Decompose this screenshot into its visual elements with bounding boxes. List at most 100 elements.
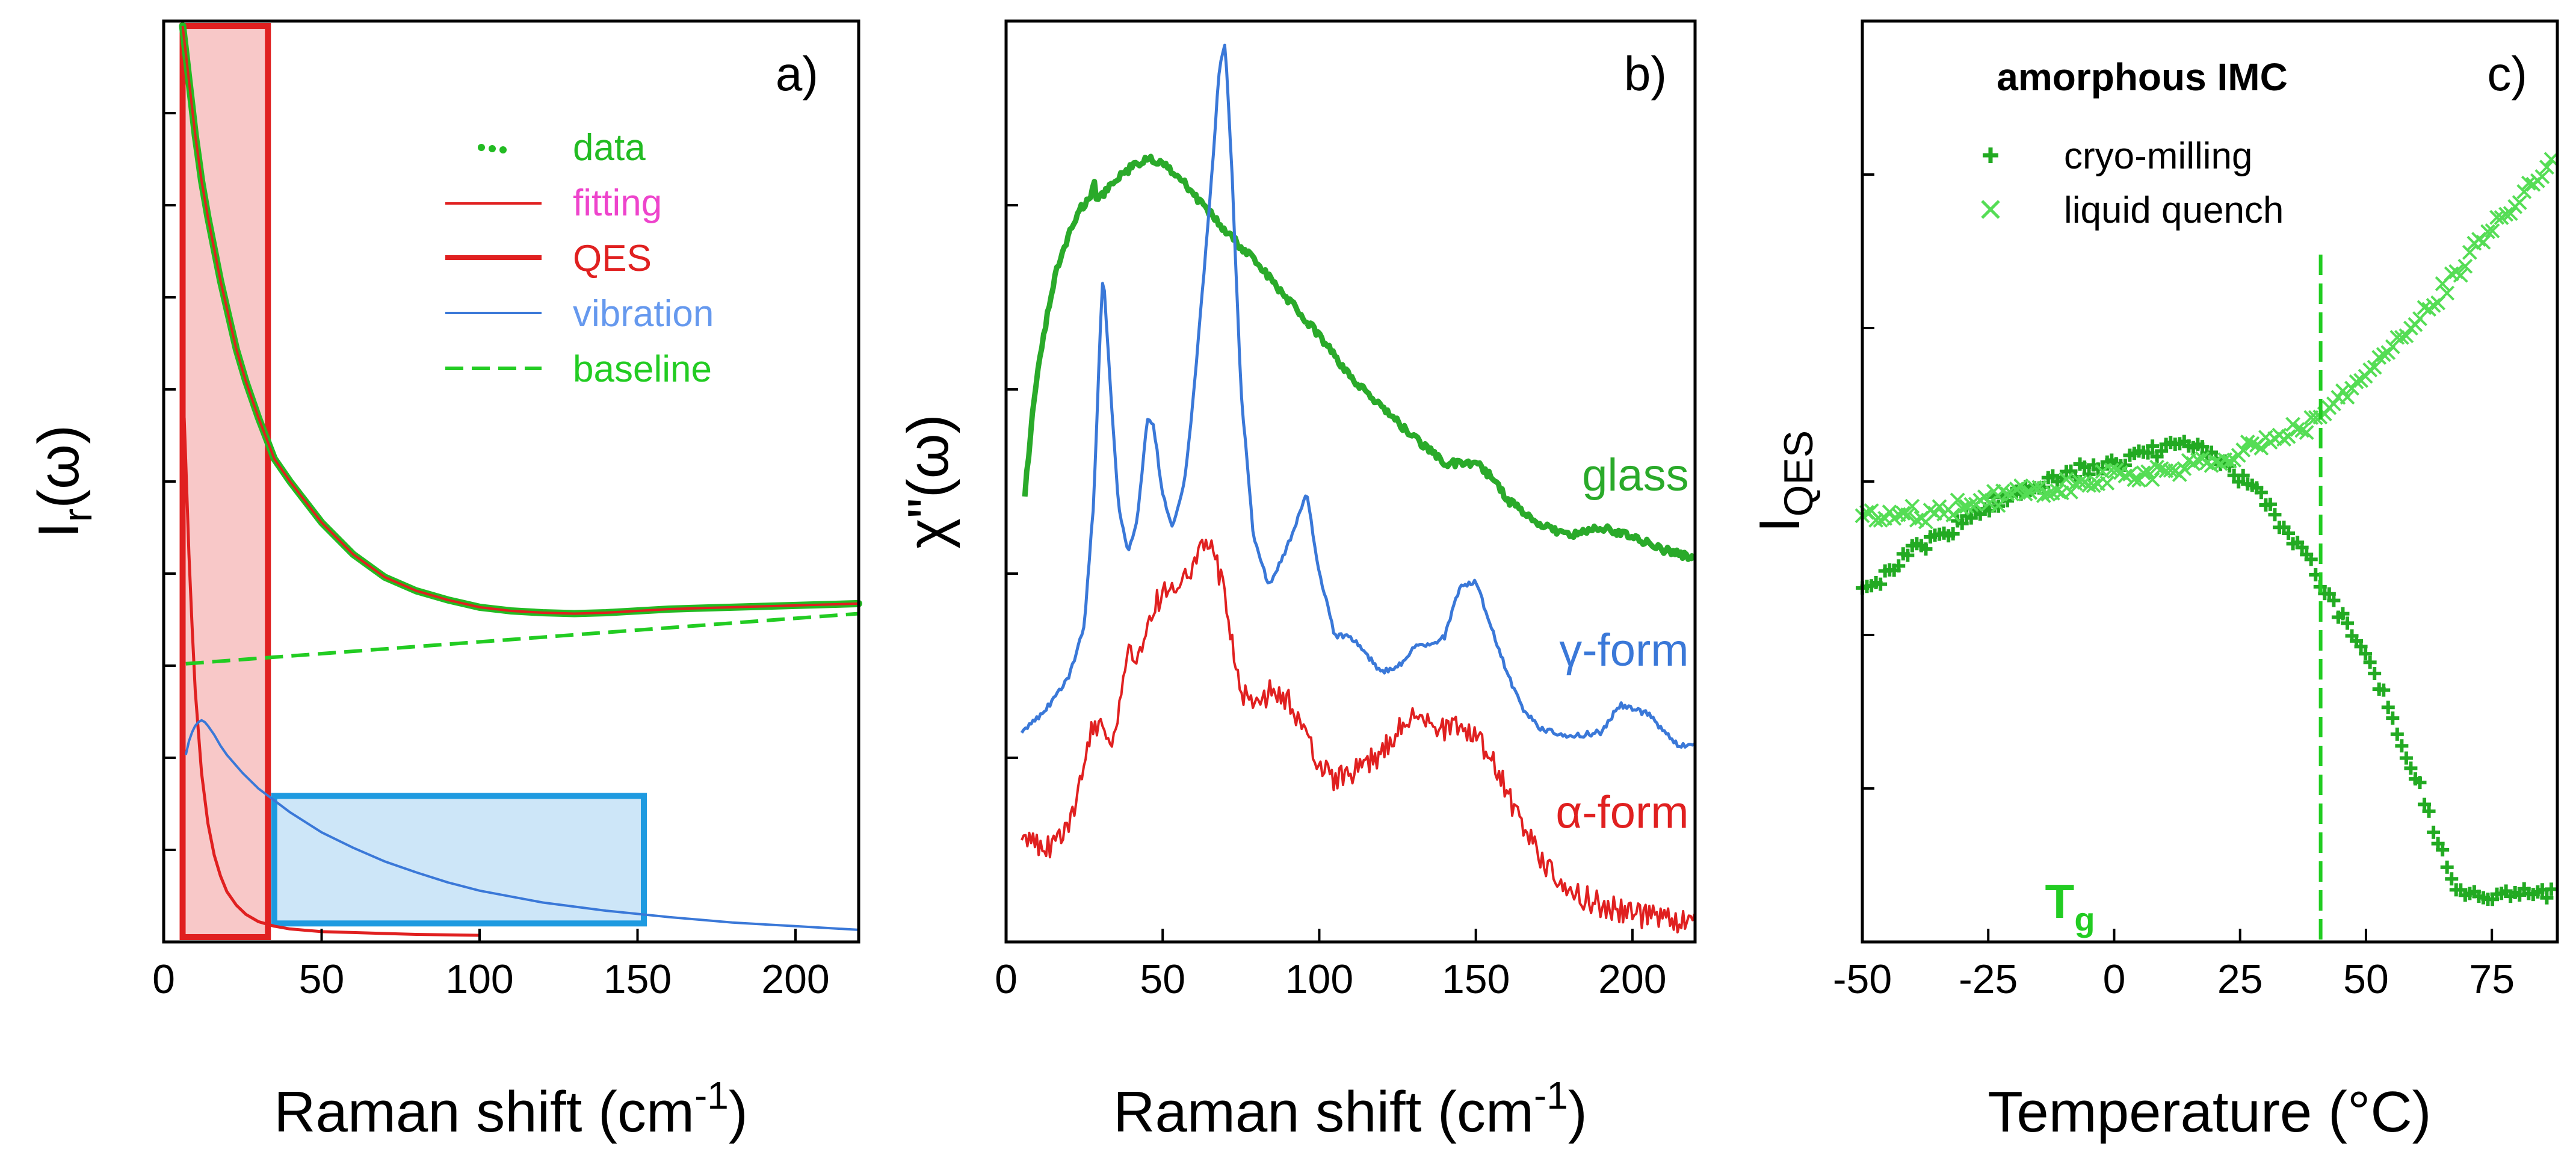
a-vibration-region	[271, 793, 647, 927]
c-marker	[2422, 804, 2436, 818]
c-marker	[1954, 501, 1970, 516]
c-marker	[2418, 797, 2432, 811]
b-x-tick-label: 100	[1285, 956, 1353, 1002]
c-marker	[2236, 468, 2250, 482]
c-marker	[2340, 616, 2354, 630]
a-legend-data-marker	[478, 144, 507, 153]
c-marker	[2354, 640, 2368, 654]
c-x-axis-title: Temperature (°C)	[1988, 1080, 2431, 1144]
c-marker	[2395, 739, 2409, 753]
c-marker	[2417, 300, 2432, 315]
c-marker	[2099, 475, 2115, 491]
a-legend-fitting: fitting	[573, 182, 662, 224]
c-marker	[2539, 159, 2554, 175]
c-marker	[2235, 442, 2251, 457]
c-marker	[2390, 727, 2404, 741]
c-marker	[1919, 542, 1933, 556]
c-marker	[2268, 508, 2282, 522]
c-marker	[1964, 511, 1978, 525]
c-marker	[2059, 471, 2074, 487]
c-legend-quench-marker	[1981, 200, 2000, 219]
c-marker	[2072, 474, 2087, 490]
c-marker	[1950, 492, 1965, 508]
c-marker	[1904, 498, 1920, 514]
c-marker	[2480, 224, 2495, 240]
a-x-tick-label: 200	[761, 956, 829, 1002]
b-label-alpha-form: α-form	[1555, 787, 1688, 838]
c-marker	[2253, 441, 2269, 456]
panel-b: 0 50 100 150 200 b) glass γ-form α-form Raman …	[896, 19, 1697, 1144]
b-x-tick-label: 200	[1598, 956, 1666, 1002]
a-qes-region	[179, 23, 271, 940]
c-marker	[2282, 526, 2296, 540]
c-marker	[2136, 465, 2151, 481]
c-marker	[2254, 486, 2268, 500]
c-marker	[2295, 540, 2309, 554]
c-marker	[2104, 462, 2119, 478]
c-marker	[2377, 683, 2391, 697]
c-marker	[2155, 444, 2169, 458]
c-series-cryo-milling	[1856, 435, 2558, 906]
c-marker	[2031, 480, 2047, 495]
c-marker	[1932, 499, 1947, 515]
b-label-gamma-form: γ-form	[1559, 625, 1688, 676]
c-x-tick-label: 25	[2217, 956, 2263, 1002]
a-series-vibration	[184, 719, 859, 931]
b-x-axis-title: Raman shift (cm-1)	[1113, 1074, 1587, 1144]
a-x-tick-label: 100	[445, 956, 513, 1002]
c-panel-label: c)	[2487, 47, 2527, 101]
a-series-fitting	[181, 25, 859, 615]
c-marker	[2540, 891, 2554, 905]
c-marker	[2436, 843, 2450, 856]
c-x-tick-label: -50	[1833, 956, 1892, 1002]
c-y-axis-title: IQES	[1747, 430, 1821, 533]
c-marker	[2244, 436, 2260, 451]
c-marker	[2078, 460, 2092, 474]
c-legend-cryo-marker	[1983, 147, 1998, 163]
a-x-tick-label: 0	[152, 956, 175, 1002]
a-x-axis-title: Raman shift (cm-1)	[274, 1074, 748, 1144]
a-panel-label: a)	[776, 47, 818, 101]
c-marker	[2222, 453, 2237, 469]
c-marker	[1882, 504, 1897, 520]
c-marker	[2149, 459, 2165, 475]
c-marker	[2140, 464, 2155, 480]
c-marker	[1900, 507, 1915, 522]
c-marker	[2362, 362, 2378, 378]
c-marker	[2381, 701, 2395, 714]
b-label-glass: glass	[1582, 450, 1688, 501]
c-marker	[1945, 507, 1961, 523]
b-series-gamma-form	[1020, 43, 1696, 749]
c-marker	[2367, 359, 2382, 375]
c-marker	[2336, 607, 2350, 621]
c-marker	[2176, 461, 2192, 477]
b-plot-frame	[1004, 19, 1697, 944]
c-tg-label: Tg	[2045, 875, 2095, 938]
c-marker	[2240, 435, 2255, 450]
c-ticks: -50 -25 0 25 50 75	[1833, 20, 2515, 1002]
c-marker	[2386, 711, 2400, 725]
c-marker	[2439, 285, 2455, 301]
c-x-tick-label: -25	[1959, 956, 2018, 1002]
c-marker	[2413, 776, 2427, 790]
a-regions	[179, 23, 647, 940]
a-legend: data fitting QES vibration baseline	[445, 127, 714, 390]
c-x-tick-label: 50	[2343, 956, 2389, 1002]
a-x-tick-label: 50	[299, 956, 345, 1002]
c-marker	[2263, 497, 2277, 511]
c-marker	[2163, 462, 2178, 478]
c-marker	[1892, 559, 1906, 573]
c-marker	[2327, 593, 2341, 607]
c-marker	[1963, 497, 1979, 512]
c-marker	[2281, 429, 2296, 444]
c-marker	[2516, 184, 2532, 199]
c-marker	[2018, 486, 2033, 502]
b-y-axis-title: χ"(ω)	[896, 414, 960, 548]
b-panel-label: b)	[1624, 47, 1667, 101]
c-x-tick-label: 75	[2469, 956, 2515, 1002]
c-x-tick-label: 0	[2103, 956, 2126, 1002]
c-marker	[1991, 498, 2006, 513]
a-y-axis-title: Ir(ω)	[26, 425, 100, 538]
a-series-data	[179, 22, 862, 618]
